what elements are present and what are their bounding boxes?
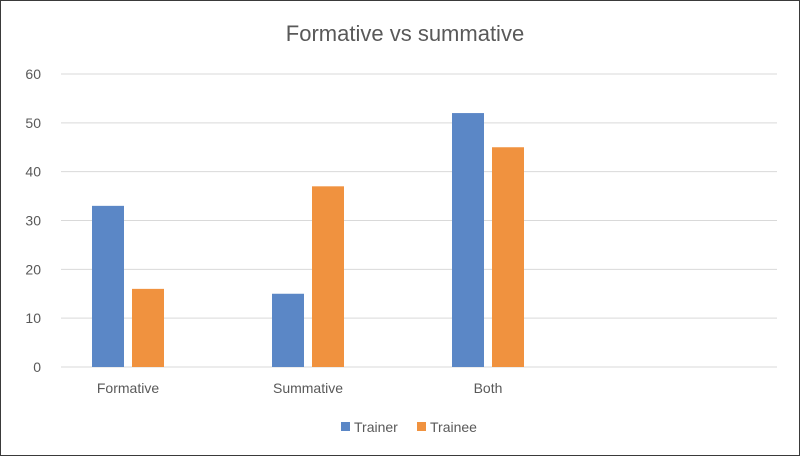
bar-trainer-formative: [92, 205, 124, 367]
legend-label-trainee: Trainee: [430, 419, 477, 435]
legend-swatch-trainer: [341, 422, 350, 431]
chart-title: Formative vs summative: [286, 21, 524, 46]
bar-trainer-summative: [272, 293, 304, 367]
bar-trainee-summative: [312, 186, 344, 367]
y-tick-label: 60: [25, 66, 41, 82]
bar-trainer-both: [452, 113, 484, 367]
legend-label-trainer: Trainer: [354, 419, 398, 435]
y-tick-label: 10: [25, 310, 41, 326]
bar-trainee-both: [492, 147, 524, 367]
gridlines: [61, 73, 777, 368]
y-tick-label: 50: [25, 115, 41, 131]
legend: Trainer Trainee: [341, 419, 477, 435]
y-tick-label: 0: [33, 359, 41, 375]
legend-swatch-trainee: [417, 422, 426, 431]
y-axis-ticks: 0 10 20 30 40 50 60: [25, 66, 41, 375]
y-tick-label: 20: [25, 261, 41, 277]
x-tick-label: Formative: [97, 380, 159, 396]
y-tick-label: 30: [25, 213, 41, 229]
x-axis-ticks: Formative Summative Both: [97, 380, 503, 396]
x-tick-label: Summative: [273, 380, 343, 396]
bars: [92, 113, 524, 367]
bar-trainee-formative: [132, 288, 164, 367]
x-tick-label: Both: [474, 380, 503, 396]
y-tick-label: 40: [25, 164, 41, 180]
